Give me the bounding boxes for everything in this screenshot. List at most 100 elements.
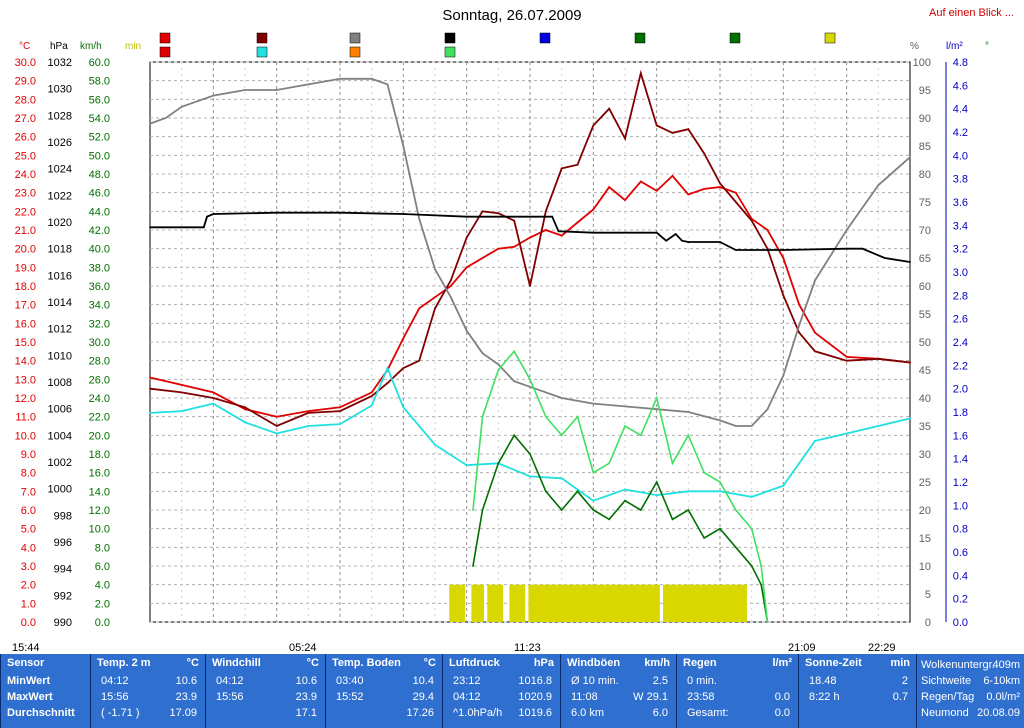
series-point (465, 236, 468, 239)
series-point (370, 77, 373, 80)
series-point (418, 359, 421, 362)
stats-value: 1016.8 (518, 675, 552, 687)
series-point (472, 509, 474, 511)
pressure-tick-label: 1000 (48, 484, 72, 496)
series-point (750, 496, 753, 498)
rain-tick-label: 3.0 (953, 267, 968, 279)
humidity-tick-label: 25 (919, 477, 931, 489)
humidity-tick-label: 35 (919, 421, 931, 433)
stats-time: 04:12 (101, 675, 129, 687)
series-point (212, 213, 215, 215)
series-line (149, 174, 911, 418)
stats-info-value: 20.08.09 (977, 707, 1020, 719)
legend-swatch (824, 32, 836, 44)
humidity-tick-label: 15 (919, 533, 931, 545)
pressure-tick-label: 1012 (48, 324, 72, 336)
series-point (687, 193, 690, 196)
rain-tick-label: 2.2 (953, 360, 968, 372)
series-point (719, 527, 721, 530)
wind-tick-label: 40.0 (89, 244, 110, 256)
rain-tick-label: 1.6 (953, 430, 968, 442)
pressure-tick-label: 1004 (48, 430, 72, 442)
wind-tick-label: 4.0 (95, 580, 110, 592)
series-point (608, 518, 611, 521)
sunshine-bar (663, 584, 747, 622)
stats-header: Luftdruck (449, 657, 500, 669)
pressure-tick-label: 990 (54, 617, 72, 629)
series-point (307, 425, 310, 427)
series-point (719, 241, 721, 243)
overview-link[interactable]: Auf einen Blick ... (929, 7, 1014, 19)
unit-wind: km/h (80, 41, 102, 52)
sunshine-bars (449, 584, 747, 622)
series-point (674, 233, 677, 235)
stats-column: Sensor MinWert MaxWert Durchschnitt (0, 654, 90, 728)
humidity-tick-label: 30 (919, 449, 931, 461)
series-point (513, 245, 516, 248)
unit-temp: °C (19, 41, 30, 52)
series-point (544, 229, 547, 231)
series-point (750, 565, 753, 567)
series-point (149, 412, 151, 414)
stats-value: 10.6 (175, 675, 197, 687)
unit-dir: ° (985, 41, 989, 52)
wind-tick-label: 46.0 (89, 188, 110, 200)
stats-column: Temp. Boden °C 03:40 10.4 15:52 29.4 17.26 (325, 654, 442, 728)
sunrise-time: 05:24 (289, 642, 317, 654)
mid-time: 11:23 (514, 642, 541, 654)
stats-info-label: Sichtweite (921, 675, 972, 687)
series-point (766, 621, 769, 623)
pressure-tick-label: 1028 (48, 110, 72, 122)
humidity-tick-label: 50 (919, 337, 931, 349)
pressure-tick-label: 1010 (48, 350, 72, 362)
temp-tick-label: 1.0 (21, 598, 36, 610)
humidity-tick-label: 65 (919, 253, 931, 265)
temp-tick-label: 8.0 (21, 468, 36, 480)
pressure-tick-label: 1014 (48, 297, 72, 309)
stats-value: W 29.1 (633, 691, 668, 703)
temp-tick-label: 29.0 (15, 76, 36, 88)
pressure-tick-label: 992 (54, 590, 72, 602)
series-point (529, 236, 531, 239)
temp-tick-label: 26.0 (15, 132, 36, 144)
series-point (557, 230, 560, 233)
legend (159, 32, 836, 58)
series-point (449, 296, 452, 299)
temp-tick-label: 12.0 (15, 393, 36, 405)
series-point (465, 464, 468, 467)
time-markers: 15:44 05:24 11:23 21:09 22:29 (12, 642, 896, 654)
legend-swatch (539, 32, 551, 44)
pressure-tick-label: 1024 (48, 164, 72, 176)
series-point (655, 408, 658, 411)
temp-tick-label: 9.0 (21, 449, 36, 461)
series-point (244, 408, 246, 411)
series-point (149, 122, 151, 125)
series-point (544, 415, 547, 418)
series-point (665, 239, 668, 242)
series-point (386, 367, 389, 370)
pressure-tick-label: 998 (54, 510, 72, 522)
humidity-tick-label: 85 (919, 141, 931, 153)
wind-tick-label: 14.0 (89, 486, 110, 498)
series-point (719, 490, 721, 493)
weather-chart: Sonntag, 26.07.2009 Auf einen Blick ... … (12, 7, 1014, 654)
series-point (244, 421, 246, 424)
axes: 0.0 1.0 2.0 3.0 4.0 5.0 6.0 7.0 8.0 9.0 10.0 11.0 12… (15, 57, 968, 629)
series-point (529, 378, 531, 381)
humidity-tick-label: 70 (919, 225, 931, 237)
series-point (149, 376, 151, 379)
series-point (560, 509, 563, 511)
series-point (703, 188, 706, 190)
series-point (212, 391, 215, 394)
series-point (402, 213, 405, 215)
series-point (861, 247, 864, 250)
stats-header: Regen (683, 657, 717, 669)
stats-value: 0.7 (892, 691, 908, 703)
series-point (418, 217, 421, 220)
rain-tick-label: 1.0 (953, 500, 968, 512)
series-point (845, 247, 848, 250)
stats-value: 2 (901, 675, 908, 687)
statistics-panel: Sensor MinWert MaxWert Durchschnitt Temp. 2 … (0, 654, 1024, 728)
series-point (608, 462, 611, 465)
series-point (513, 219, 516, 222)
